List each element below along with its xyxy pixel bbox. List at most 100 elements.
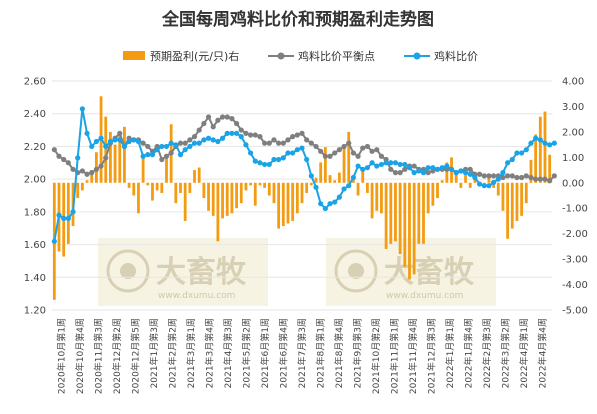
breakeven-point bbox=[486, 173, 492, 179]
profit-bar bbox=[295, 182, 299, 214]
breakeven-point bbox=[336, 147, 342, 153]
ratio-point bbox=[238, 134, 244, 140]
legend-swatch-bar bbox=[123, 51, 145, 60]
breakeven-point bbox=[378, 153, 385, 159]
ratio-point bbox=[322, 205, 328, 212]
ratio-point bbox=[252, 158, 258, 164]
y-left-tick-label: 2.00 bbox=[24, 175, 46, 186]
ratio-point bbox=[126, 138, 132, 145]
profit-bar bbox=[464, 175, 467, 183]
legend-marker-ratio bbox=[413, 52, 421, 60]
breakeven-point bbox=[318, 148, 324, 154]
breakeven-point bbox=[243, 130, 249, 136]
breakeven-point bbox=[187, 137, 193, 143]
breakeven-point bbox=[332, 150, 338, 156]
watermark-logo-dot bbox=[120, 263, 136, 279]
y-left-tick-label: 2.20 bbox=[24, 142, 46, 153]
ratio-point bbox=[523, 147, 529, 153]
ratio-point bbox=[89, 143, 95, 150]
breakeven-point bbox=[191, 134, 198, 140]
ratio-point bbox=[112, 137, 118, 143]
ratio-point bbox=[383, 160, 389, 166]
profit-bar bbox=[291, 182, 295, 221]
profit-bar bbox=[538, 116, 542, 183]
profit-bar bbox=[277, 182, 281, 229]
x-tick-label: 2022年3月第2周 bbox=[500, 318, 512, 388]
breakeven-point bbox=[177, 140, 184, 146]
breakeven-point bbox=[93, 166, 99, 172]
profit-bar bbox=[113, 144, 117, 183]
y-left-tick-label: 1.80 bbox=[24, 207, 46, 218]
y-right-tick-label: 0.00 bbox=[562, 178, 584, 189]
breakeven-point bbox=[476, 171, 483, 177]
breakeven-point bbox=[247, 132, 254, 138]
profit-bar bbox=[426, 182, 430, 214]
watermark-brand: 大畜牧 bbox=[156, 255, 247, 290]
profit-bar bbox=[104, 116, 108, 183]
breakeven-point bbox=[505, 173, 511, 179]
ratio-point bbox=[336, 194, 342, 200]
ratio-point bbox=[103, 143, 109, 150]
x-tick-label: 2022年1月第1周 bbox=[444, 318, 456, 388]
profit-bar bbox=[454, 170, 458, 183]
y-left-tick-label: 2.40 bbox=[24, 109, 46, 120]
ratio-point bbox=[355, 163, 361, 169]
ratio-point bbox=[79, 106, 85, 112]
profit-bar bbox=[80, 182, 84, 191]
profit-bar bbox=[515, 182, 519, 221]
ratio-line-group bbox=[51, 106, 557, 244]
x-tick-label: 2020年12月第5周 bbox=[129, 318, 141, 394]
ratio-point bbox=[285, 150, 291, 156]
legend-marker-breakeven bbox=[277, 52, 285, 60]
profit-bar bbox=[132, 182, 136, 196]
ratio-point bbox=[177, 152, 184, 158]
y-right-tick-label: -3.00 bbox=[562, 255, 588, 266]
profit-bar bbox=[384, 182, 388, 249]
ratio-point bbox=[500, 170, 506, 176]
breakeven-point bbox=[519, 174, 525, 181]
ratio-point bbox=[341, 186, 347, 192]
breakeven-point bbox=[542, 176, 548, 182]
profit-bar bbox=[123, 126, 126, 183]
x-tick-label: 2021年2月第2周 bbox=[166, 318, 178, 388]
breakeven-point bbox=[229, 116, 235, 122]
ratio-point bbox=[271, 156, 277, 163]
profit-bar bbox=[272, 182, 276, 204]
ratio-point bbox=[56, 212, 62, 218]
breakeven-point bbox=[388, 166, 394, 172]
profit-bar bbox=[197, 167, 201, 183]
profit-bar bbox=[394, 182, 397, 242]
x-tick-label: 2021年8月第1周 bbox=[315, 318, 327, 388]
profit-bar bbox=[487, 177, 491, 183]
ratio-point bbox=[266, 161, 272, 168]
profit-bar bbox=[85, 180, 89, 183]
ratio-point bbox=[65, 215, 71, 221]
profit-bar bbox=[216, 182, 220, 242]
chart-title: 全国每周鸡料比价和预期盈利走势图 bbox=[161, 9, 434, 30]
ratio-point bbox=[505, 160, 511, 166]
legend: 预期盈利(元/只)右 鸡料比价平衡点 鸡料比价 bbox=[123, 49, 478, 63]
profit-bar bbox=[202, 182, 206, 199]
breakeven-point bbox=[238, 127, 244, 133]
y-left-tick-label: 2.60 bbox=[24, 77, 46, 88]
profit-bar bbox=[281, 182, 285, 227]
x-tick-label: 2021年6月第1周 bbox=[259, 318, 271, 388]
breakeven-point bbox=[551, 173, 557, 179]
watermark-url: www.dxumu.com bbox=[386, 291, 463, 301]
x-tick-label: 2021年3月第1周 bbox=[185, 318, 197, 388]
profit-bar bbox=[328, 175, 332, 183]
ratio-point bbox=[327, 201, 333, 207]
profit-bar bbox=[520, 182, 524, 216]
ratio-point bbox=[205, 135, 212, 141]
ratio-point bbox=[247, 150, 254, 156]
ratio-point bbox=[476, 181, 483, 187]
breakeven-point bbox=[84, 171, 90, 177]
breakeven-point bbox=[103, 155, 109, 161]
profit-bar bbox=[263, 182, 267, 188]
ratio-point bbox=[537, 137, 543, 143]
breakeven-point bbox=[402, 166, 408, 172]
ratio-point bbox=[98, 135, 104, 141]
profit-bar bbox=[146, 182, 150, 186]
